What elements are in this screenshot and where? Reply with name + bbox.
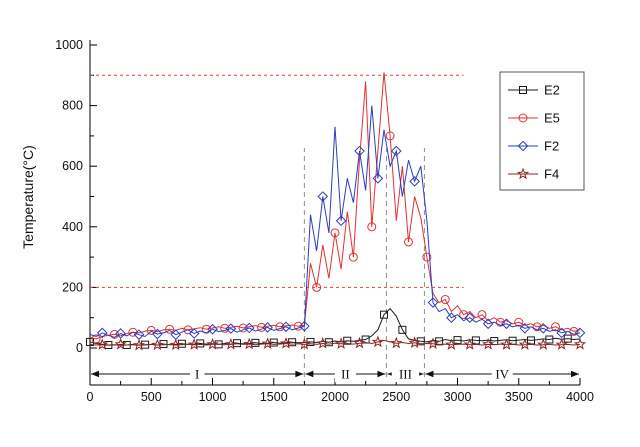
series-E5 bbox=[89, 72, 581, 344]
legend-label-E5: E5 bbox=[544, 111, 560, 126]
series-line-F4 bbox=[89, 339, 581, 346]
phase-label-I: I bbox=[195, 367, 199, 382]
x-tick-label: 0 bbox=[87, 390, 94, 404]
phase-label-II: II bbox=[341, 367, 350, 382]
y-tick-label: 600 bbox=[62, 159, 83, 173]
phase-label-III: III bbox=[399, 367, 412, 382]
legend-item-F2: F2 bbox=[508, 139, 559, 154]
series-F2 bbox=[89, 105, 586, 340]
series-line-E5 bbox=[89, 72, 581, 340]
x-tick-label: 3500 bbox=[505, 390, 533, 404]
legend-item-F4: F4 bbox=[508, 167, 559, 182]
x-tick-label: 2000 bbox=[321, 390, 349, 404]
y-tick-label: 1000 bbox=[55, 38, 83, 52]
legend-label-F2: F2 bbox=[544, 139, 559, 154]
x-axis-ticks: 0 500 1000 1500 2000 2500 3000 3500 4000 bbox=[87, 378, 594, 404]
x-tick-label: 4000 bbox=[566, 390, 594, 404]
legend-item-E2: E2 bbox=[508, 83, 560, 98]
y-axis-ticks: 0 200 400 600 800 1000 bbox=[55, 38, 97, 355]
y-tick-label: 0 bbox=[76, 341, 83, 355]
y-tick-label: 200 bbox=[62, 280, 83, 294]
x-tick-label: 1500 bbox=[260, 390, 288, 404]
legend-item-E5: E5 bbox=[508, 111, 560, 126]
series-line-F2 bbox=[89, 105, 581, 338]
x-tick-label: 500 bbox=[141, 390, 162, 404]
phase-label-IV: IV bbox=[495, 367, 509, 382]
y-tick-label: 400 bbox=[62, 220, 83, 234]
legend-label-F4: F4 bbox=[544, 167, 559, 182]
phase-arrows: I II III IV bbox=[91, 366, 579, 382]
legend: E2 E5 F2 F4 bbox=[499, 71, 585, 191]
y-axis-title: Temperature(°C) bbox=[20, 145, 36, 249]
x-tick-label: 1000 bbox=[199, 390, 227, 404]
y-tick-label: 800 bbox=[62, 99, 83, 113]
x-tick-label: 3000 bbox=[444, 390, 472, 404]
legend-box bbox=[499, 71, 585, 191]
x-tick-label: 2500 bbox=[382, 390, 410, 404]
series-F4 bbox=[89, 335, 587, 351]
legend-label-E2: E2 bbox=[544, 83, 560, 98]
